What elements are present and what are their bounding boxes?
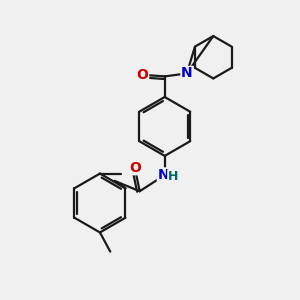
Text: N: N [158, 168, 169, 182]
Text: O: O [137, 68, 148, 82]
Text: H: H [168, 170, 178, 183]
Text: N: N [181, 66, 193, 80]
Text: O: O [129, 161, 141, 175]
